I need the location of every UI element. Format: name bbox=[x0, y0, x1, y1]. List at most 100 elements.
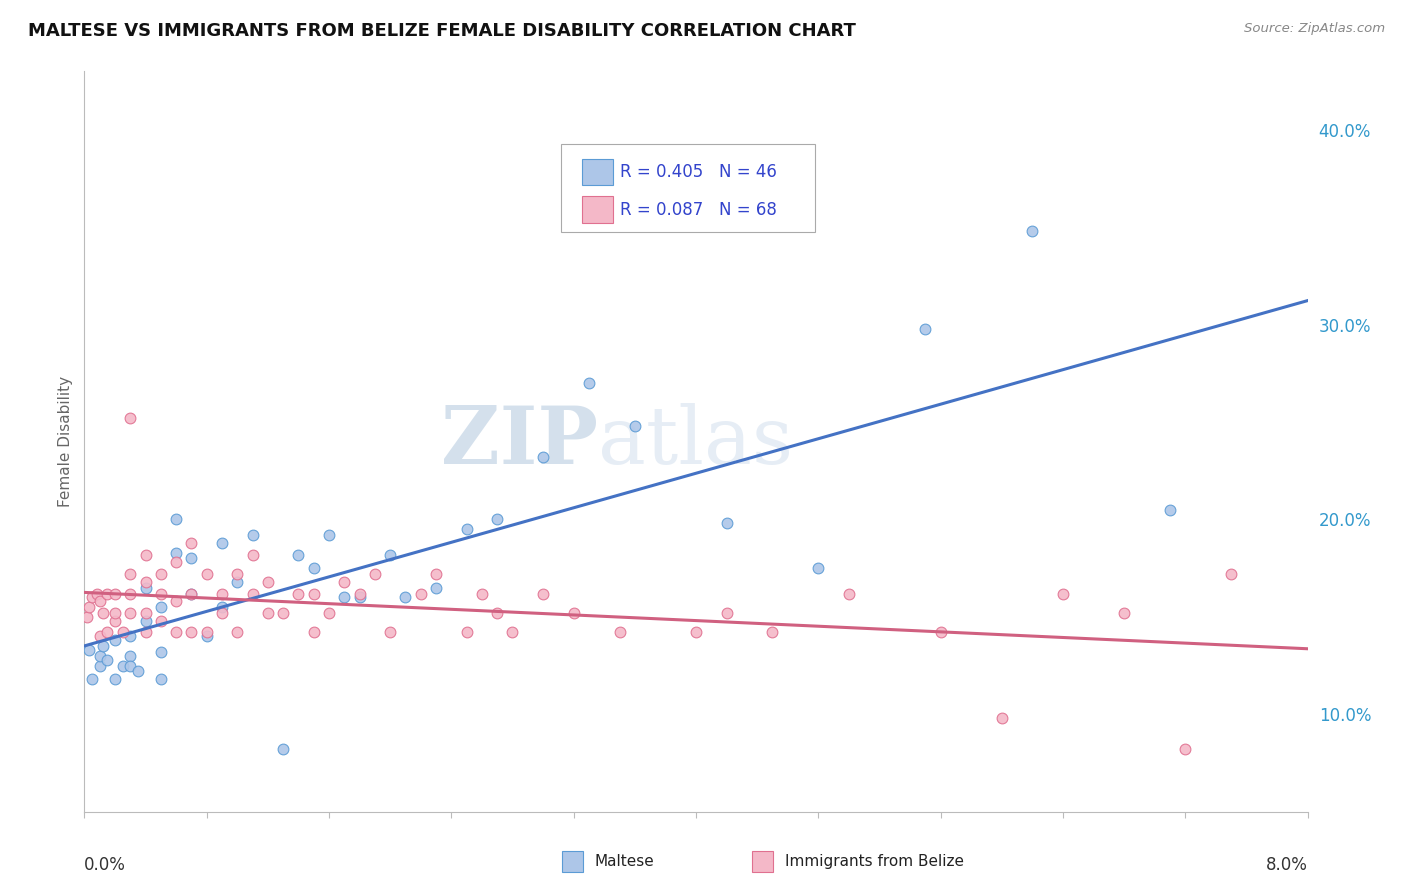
Point bbox=[149, 672, 172, 686]
Point bbox=[716, 606, 738, 620]
Point bbox=[76, 610, 98, 624]
Point bbox=[271, 742, 294, 756]
Point bbox=[149, 614, 172, 628]
Point bbox=[96, 653, 118, 667]
Point bbox=[195, 625, 218, 640]
Point bbox=[195, 567, 218, 582]
Y-axis label: Female Disability: Female Disability bbox=[58, 376, 73, 508]
Point bbox=[89, 629, 111, 643]
Point bbox=[111, 658, 134, 673]
Point bbox=[1021, 224, 1043, 238]
Point bbox=[127, 665, 149, 679]
Point bbox=[991, 711, 1014, 725]
Point bbox=[486, 512, 509, 526]
Point bbox=[242, 548, 264, 562]
Point bbox=[165, 625, 187, 640]
Point bbox=[135, 581, 157, 595]
Point bbox=[226, 574, 249, 589]
Point bbox=[333, 574, 356, 589]
Point bbox=[578, 376, 600, 390]
Point bbox=[287, 586, 309, 600]
Point bbox=[914, 321, 936, 335]
Point bbox=[180, 586, 202, 600]
Point bbox=[165, 555, 187, 569]
Point bbox=[409, 586, 432, 600]
Point bbox=[364, 567, 387, 582]
Point bbox=[425, 567, 447, 582]
Point bbox=[91, 639, 114, 653]
Point bbox=[149, 567, 172, 582]
Point bbox=[349, 586, 371, 600]
Point bbox=[120, 648, 142, 663]
Point bbox=[120, 411, 142, 425]
Point bbox=[807, 561, 830, 575]
Point bbox=[211, 586, 233, 600]
Point bbox=[120, 629, 142, 643]
Point bbox=[135, 574, 157, 589]
Point bbox=[257, 574, 280, 589]
Point bbox=[89, 648, 111, 663]
Point bbox=[226, 567, 249, 582]
Point bbox=[242, 528, 264, 542]
Point bbox=[302, 625, 325, 640]
Text: R = 0.087   N = 68: R = 0.087 N = 68 bbox=[620, 201, 778, 219]
Point bbox=[271, 606, 294, 620]
Point bbox=[1114, 606, 1136, 620]
Point bbox=[531, 586, 554, 600]
Text: Immigrants from Belize: Immigrants from Belize bbox=[785, 855, 963, 870]
Point bbox=[89, 594, 111, 608]
Point bbox=[180, 625, 202, 640]
Point bbox=[287, 548, 309, 562]
Point bbox=[180, 586, 202, 600]
Point bbox=[761, 625, 783, 640]
Point bbox=[302, 561, 325, 575]
Point bbox=[716, 516, 738, 531]
Point bbox=[195, 629, 218, 643]
Point bbox=[609, 625, 631, 640]
Point bbox=[394, 591, 416, 605]
Point bbox=[486, 606, 509, 620]
Point bbox=[349, 591, 371, 605]
Point bbox=[562, 606, 585, 620]
Text: ZIP: ZIP bbox=[441, 402, 598, 481]
Point bbox=[302, 586, 325, 600]
Point bbox=[120, 586, 142, 600]
Point bbox=[165, 512, 187, 526]
Point bbox=[838, 586, 860, 600]
Point bbox=[111, 625, 134, 640]
Point bbox=[120, 658, 142, 673]
Text: MALTESE VS IMMIGRANTS FROM BELIZE FEMALE DISABILITY CORRELATION CHART: MALTESE VS IMMIGRANTS FROM BELIZE FEMALE… bbox=[28, 22, 856, 40]
Point bbox=[120, 567, 142, 582]
Text: R = 0.405   N = 46: R = 0.405 N = 46 bbox=[620, 163, 778, 181]
Point bbox=[180, 551, 202, 566]
Point bbox=[104, 586, 127, 600]
Point bbox=[86, 586, 108, 600]
Point bbox=[135, 548, 157, 562]
Point bbox=[149, 600, 172, 615]
Point bbox=[77, 600, 100, 615]
Point bbox=[165, 594, 187, 608]
Text: 8.0%: 8.0% bbox=[1265, 856, 1308, 874]
Text: 0.0%: 0.0% bbox=[84, 856, 127, 874]
Point bbox=[456, 625, 478, 640]
Point bbox=[624, 419, 647, 434]
Point bbox=[180, 536, 202, 550]
Point bbox=[211, 536, 233, 550]
Point bbox=[96, 586, 118, 600]
Point bbox=[104, 614, 127, 628]
Point bbox=[380, 548, 402, 562]
Point bbox=[211, 600, 233, 615]
Point bbox=[120, 606, 142, 620]
Text: atlas: atlas bbox=[598, 402, 793, 481]
Point bbox=[1174, 742, 1197, 756]
Point bbox=[531, 450, 554, 464]
Point bbox=[226, 625, 249, 640]
Point bbox=[333, 591, 356, 605]
Point bbox=[104, 606, 127, 620]
Point bbox=[135, 614, 157, 628]
Point bbox=[149, 645, 172, 659]
Point bbox=[471, 586, 494, 600]
Point bbox=[165, 546, 187, 560]
Point bbox=[149, 586, 172, 600]
Point bbox=[685, 625, 707, 640]
